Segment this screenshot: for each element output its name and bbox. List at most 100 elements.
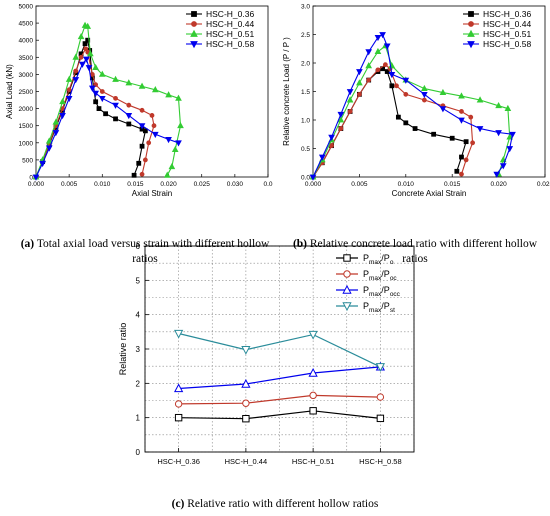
chart-b-data-point — [499, 163, 507, 170]
chart-b-data-point — [356, 69, 363, 76]
chart-b-data-point — [495, 130, 502, 137]
chart-a-data-point — [83, 56, 90, 63]
chart-c-legend-marker — [342, 302, 352, 312]
chart-a-data-point — [151, 123, 157, 129]
chart-a-ytick-label: 3000 — [19, 72, 34, 79]
chart-b-data-point — [421, 91, 428, 99]
chart-a-data-point — [126, 121, 132, 127]
chart-b-data-point — [459, 154, 464, 160]
chart-a-data-point — [171, 145, 179, 153]
chart-b-data-point — [402, 77, 410, 84]
caption-a: (a) Total axial load versus strain with … — [14, 237, 276, 267]
chart-a-data-point — [136, 160, 142, 166]
chart-a-legend-label: HSC-H_0.58 — [206, 39, 254, 49]
chart-b-data-point — [458, 117, 465, 124]
chart-c-series-line-0 — [178, 410, 381, 420]
chart-b-data-point — [454, 168, 460, 174]
chart-b-data-point — [439, 106, 447, 113]
chart-c-category-label: HSC-H_0.58 — [359, 457, 402, 466]
chart-b-ytick-label: 0.0 — [301, 175, 310, 182]
chart-b-data-point — [506, 146, 514, 153]
chart-c-legend-marker — [343, 270, 351, 278]
chart-c-data-point — [242, 399, 250, 407]
chart-b-data-point — [459, 171, 464, 177]
chart-a-data-point — [93, 99, 99, 105]
chart-c-data-point — [376, 393, 385, 401]
chart-b-data-point — [470, 140, 476, 146]
chart-b-data-point — [449, 135, 455, 141]
chart-b-xtick-label: 0.005 — [351, 181, 368, 188]
chart-b-data-point — [329, 143, 334, 149]
chart-a-data-point — [65, 95, 73, 103]
chart-a-data-point — [82, 41, 88, 47]
chart-a-data-point — [139, 107, 145, 113]
caption-a-tag: (a) — [20, 238, 35, 250]
chart-c-legend-marker — [343, 254, 351, 262]
chart-a-xtick-label: 0.020 — [160, 181, 177, 188]
chart-b-data-point — [382, 62, 388, 68]
chart-c-data-point — [174, 400, 183, 408]
chart-b-y-axis-label: Relative concrete Load (P / P ) — [282, 37, 291, 146]
chart-b-xtick-label: 0.025 — [537, 181, 550, 188]
chart-c-y-axis-label: Relative ratio — [118, 323, 128, 376]
chart-c-category-label: HSC-H_0.44 — [225, 457, 268, 466]
chart-c-ytick-label: 0 — [136, 448, 141, 457]
chart-a-data-point — [65, 75, 73, 82]
chart-a-data-point — [125, 79, 133, 86]
chart-a-legend-marker — [190, 29, 198, 37]
chart-b-data-point — [395, 114, 401, 120]
chart-c-data-point — [241, 378, 251, 388]
chart-a-legend-label: HSC-H_0.51 — [206, 29, 254, 39]
chart-a-data-point — [163, 171, 171, 178]
chart-c-ytick-label: 5 — [136, 276, 141, 285]
chart-b-data-point — [403, 91, 409, 97]
chart-b-xtick-label: 0.020 — [490, 181, 507, 188]
chart-a-ytick-label: 0 — [29, 175, 33, 182]
caption-b: (b) Relative concrete load ratio with di… — [288, 237, 542, 267]
chart-c-data-point — [376, 414, 385, 423]
chart-b-data-point — [374, 34, 382, 42]
chart-a-data-point — [92, 63, 99, 70]
chart-b-xtick-label: 0.000 — [305, 181, 322, 188]
chart-c-data-point — [308, 367, 318, 377]
chart-b-ytick-label: 3.0 — [301, 4, 310, 11]
chart-a-data-point — [59, 113, 66, 120]
chart-a-xtick-label: 0.010 — [94, 181, 111, 188]
chart-a-data-point — [52, 130, 60, 137]
chart-c-data-point — [309, 391, 317, 400]
chart-c-ytick-label: 3 — [136, 345, 141, 354]
chart-c-series-line-2 — [178, 366, 381, 390]
chart-c-legend-marker — [342, 284, 352, 294]
chart-a-data-point — [84, 22, 92, 29]
chart-a-data-point — [168, 162, 176, 170]
chart-c-series-line-3 — [178, 332, 381, 368]
chart-b-ytick-label: 0.5 — [301, 146, 310, 153]
chart-a-data-point — [92, 90, 99, 97]
chart-b-data-point — [383, 43, 391, 50]
chart-a-data-point — [112, 102, 119, 109]
chart-a-data-point — [89, 72, 95, 77]
chart-b-data-point — [459, 109, 464, 114]
chart-a-xtick-label: 0.030 — [227, 181, 244, 188]
chart-c-data-point — [308, 330, 318, 340]
chart-a-data-point — [175, 140, 182, 147]
caption-c-tag: (c) — [171, 498, 185, 510]
chart-b-data-point — [375, 67, 381, 73]
chart-a-data-point — [103, 111, 108, 117]
chart-a-data-point — [139, 143, 145, 149]
chart-a-legend-marker — [191, 21, 197, 27]
chart-b-data-point — [403, 120, 409, 126]
chart-b-data-point — [337, 111, 345, 119]
chart-b-data-point — [463, 157, 469, 163]
chart-a-ytick-label: 2000 — [19, 106, 34, 113]
chart-a-ytick-label: 3500 — [19, 55, 34, 62]
chart-b-ytick-label: 1.5 — [301, 89, 310, 96]
chart-c-ytick-label: 6 — [136, 242, 141, 251]
chart-a-legend-label: HSC-H_0.44 — [206, 19, 254, 29]
chart-a-data-point — [142, 128, 148, 134]
chart-a-data-point — [83, 46, 89, 52]
chart-c-category-label: HSC-H_0.36 — [157, 457, 200, 466]
chart-b-data-point — [366, 77, 372, 83]
chart-b-legend-label: HSC-H_0.58 — [483, 39, 531, 49]
chart-b-data-point — [365, 62, 373, 69]
